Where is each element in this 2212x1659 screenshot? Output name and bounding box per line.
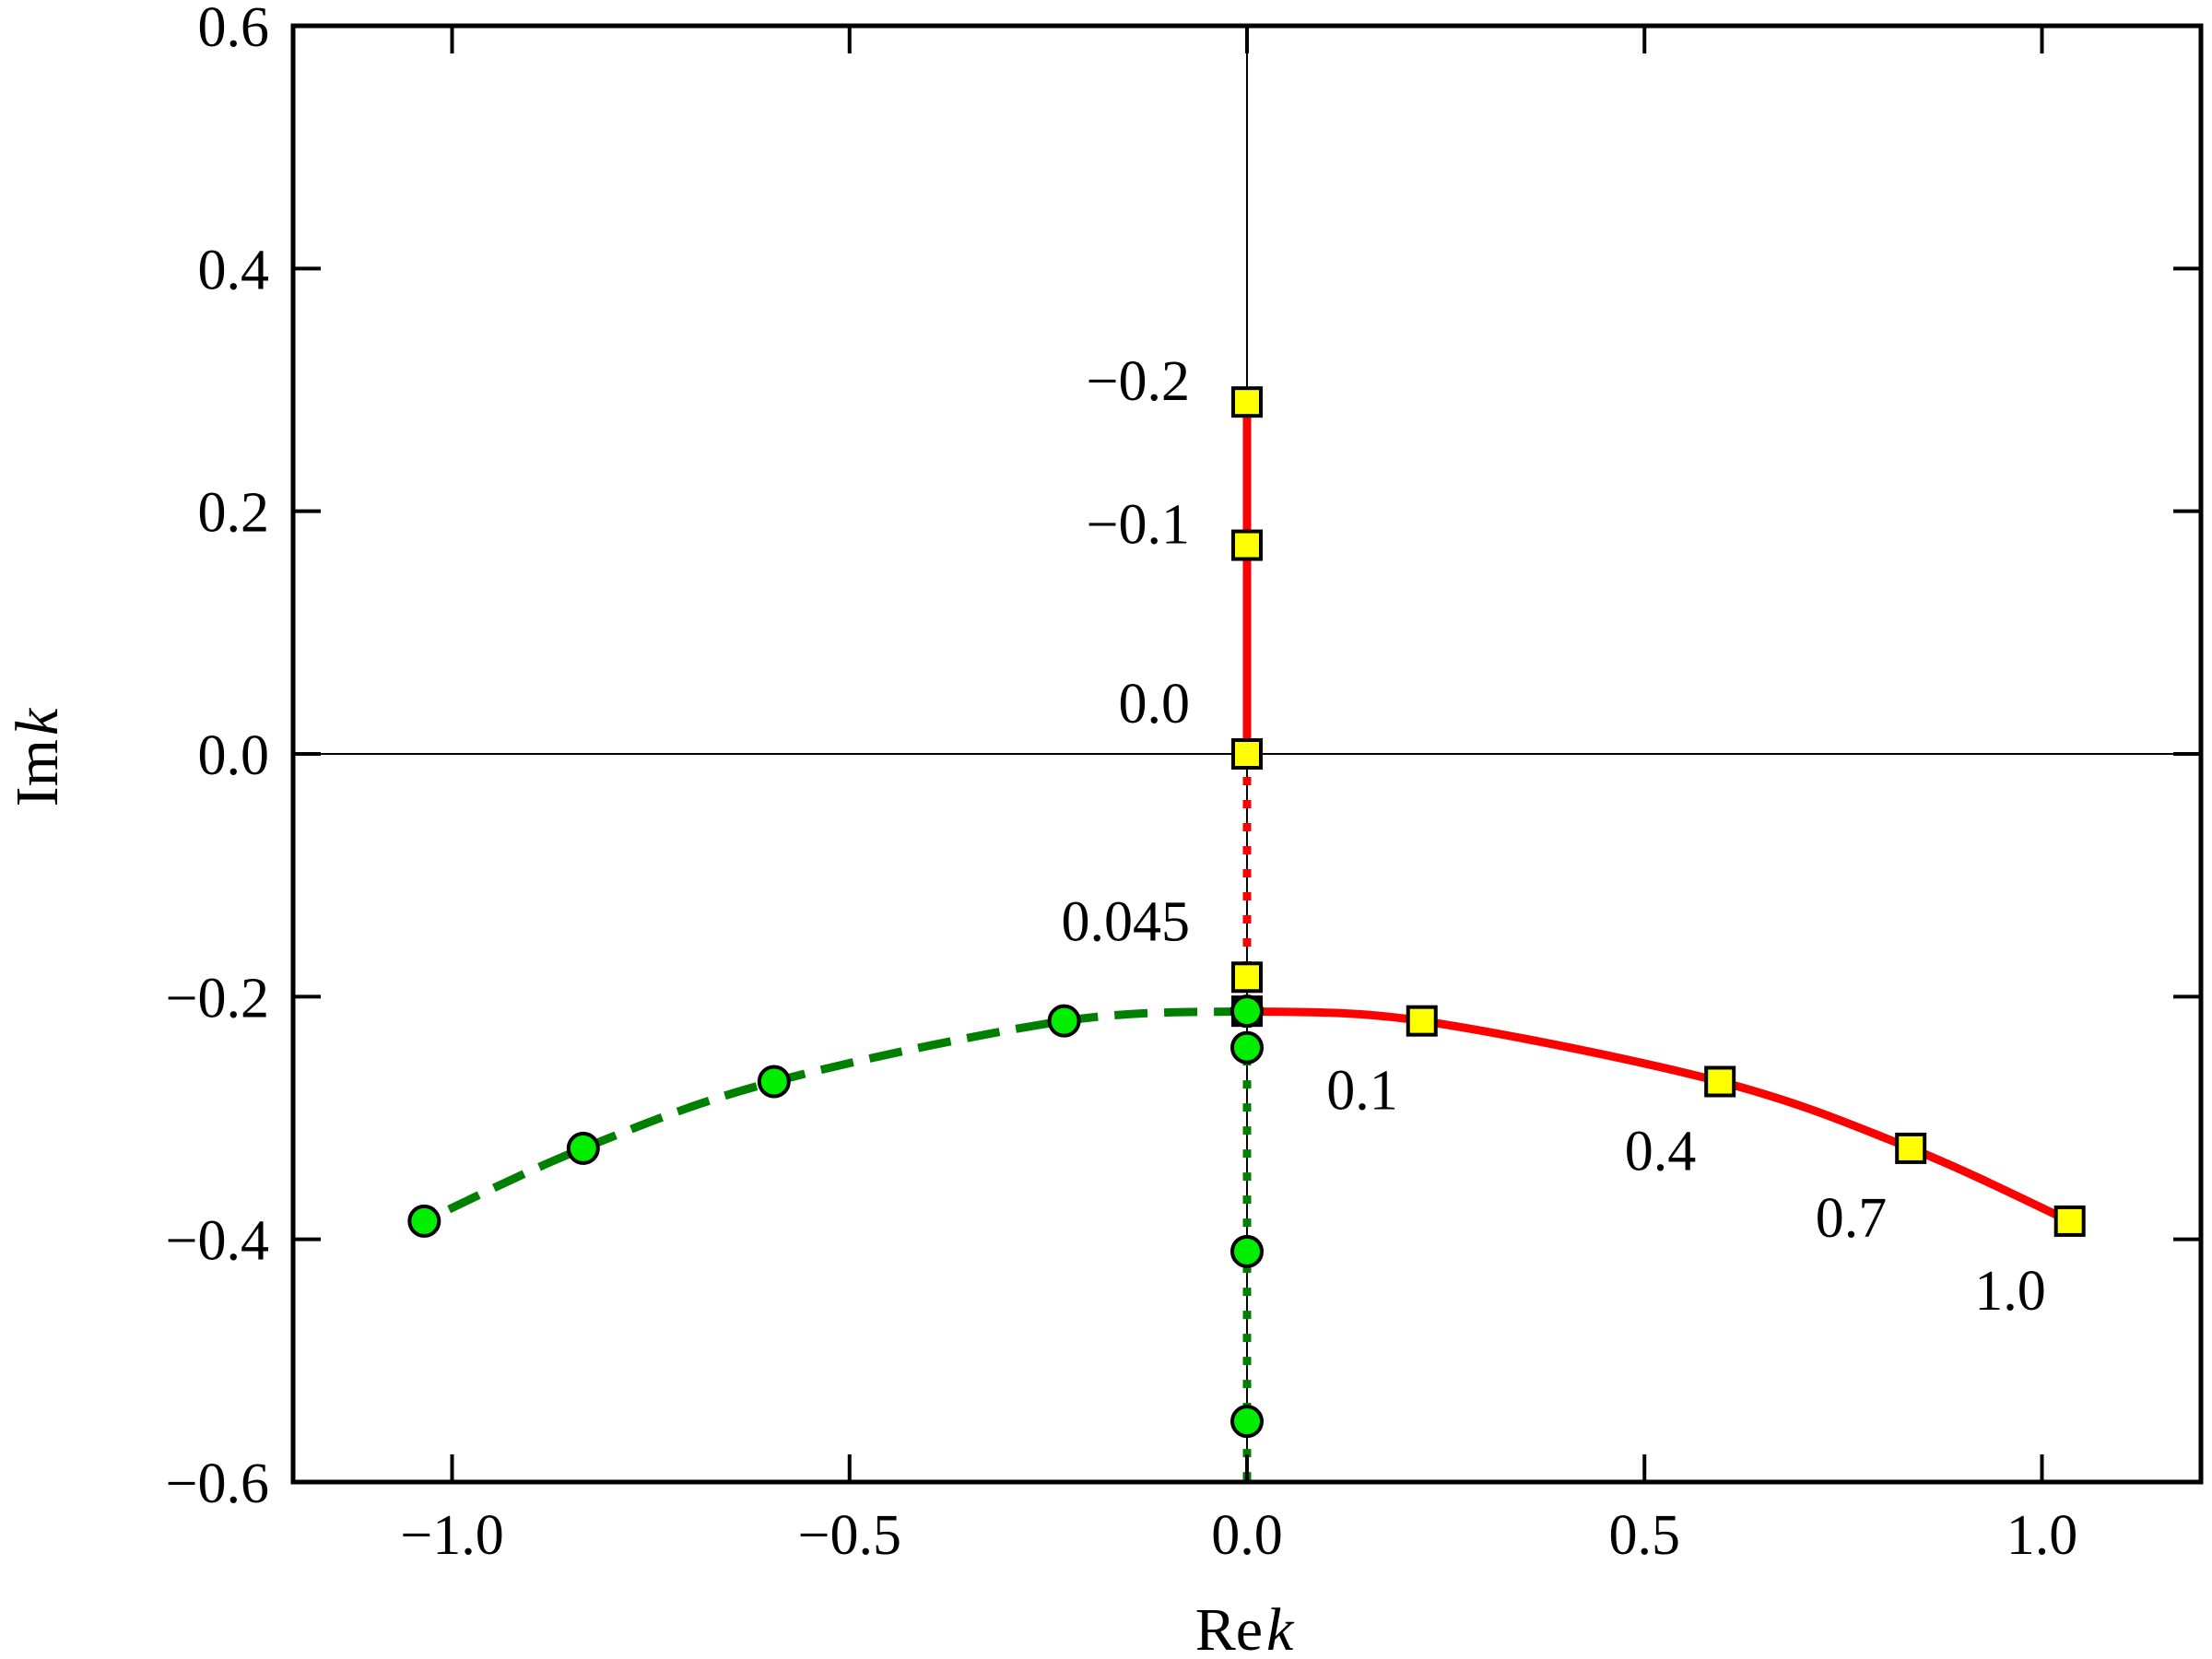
y-tick-label: −0.4 [166,1210,269,1273]
point-label: 0.4 [1625,1121,1697,1183]
y-tick-label: −0.2 [166,967,269,1030]
y-tick-label: 0.0 [198,724,270,787]
y-tick-label: 0.4 [198,239,270,301]
square-marker [1231,529,1263,561]
y-tick-label: 0.2 [198,482,270,545]
point-label: −0.2 [1087,350,1190,413]
series-line-4 [422,1006,1248,1226]
plot-markers [407,386,2086,1439]
point-labels: −0.2 −0.1 0.0 0.045 0.1 0.4 0.7 1.0 [1062,350,2046,1323]
circle-marker [1230,1234,1264,1268]
square-marker [1895,1132,1927,1164]
circle-marker [1230,1405,1264,1439]
x-tick-label: 1.0 [2006,1504,2078,1567]
x-tick-label: 0.5 [1609,1504,1681,1567]
y-tick-label: 0.6 [198,0,270,59]
y-axis-label-main: Im [4,739,71,806]
circle-marker [1230,994,1264,1029]
circle-marker [1047,1004,1081,1038]
square-marker [1231,961,1263,994]
x-axis-label: Rek [1195,1596,1295,1659]
y-axis-label-symbol: k [4,707,71,735]
x-tick-label: −0.5 [798,1504,901,1567]
point-label: 0.1 [1326,1060,1398,1123]
point-label: 0.0 [1119,673,1191,735]
square-marker [1406,1005,1438,1037]
circle-marker [407,1204,441,1238]
x-axis-label-main: Re [1195,1596,1263,1659]
square-marker [1704,1065,1736,1098]
square-marker [2053,1205,2086,1237]
circle-marker [757,1065,791,1099]
x-tick-label: −1.0 [400,1504,503,1567]
x-axis-label-symbol: k [1266,1596,1295,1659]
point-label: 0.045 [1062,890,1191,953]
circle-marker [1230,1030,1264,1065]
circle-marker [566,1131,600,1165]
square-marker [1231,738,1263,770]
y-axis-label: Im k [4,707,71,806]
point-label: 0.7 [1816,1187,1888,1250]
point-label: −0.1 [1087,494,1190,557]
ticks: −1.0 −0.5 0.0 0.5 1.0 −0.6 −0.4 −0.2 0.0 0.2 0.4 0.… [166,0,2201,1567]
y-tick-label: −0.6 [166,1453,269,1515]
square-marker [1231,386,1263,418]
x-tick-label: 0.0 [1211,1504,1283,1567]
point-label: 1.0 [1974,1260,2046,1323]
